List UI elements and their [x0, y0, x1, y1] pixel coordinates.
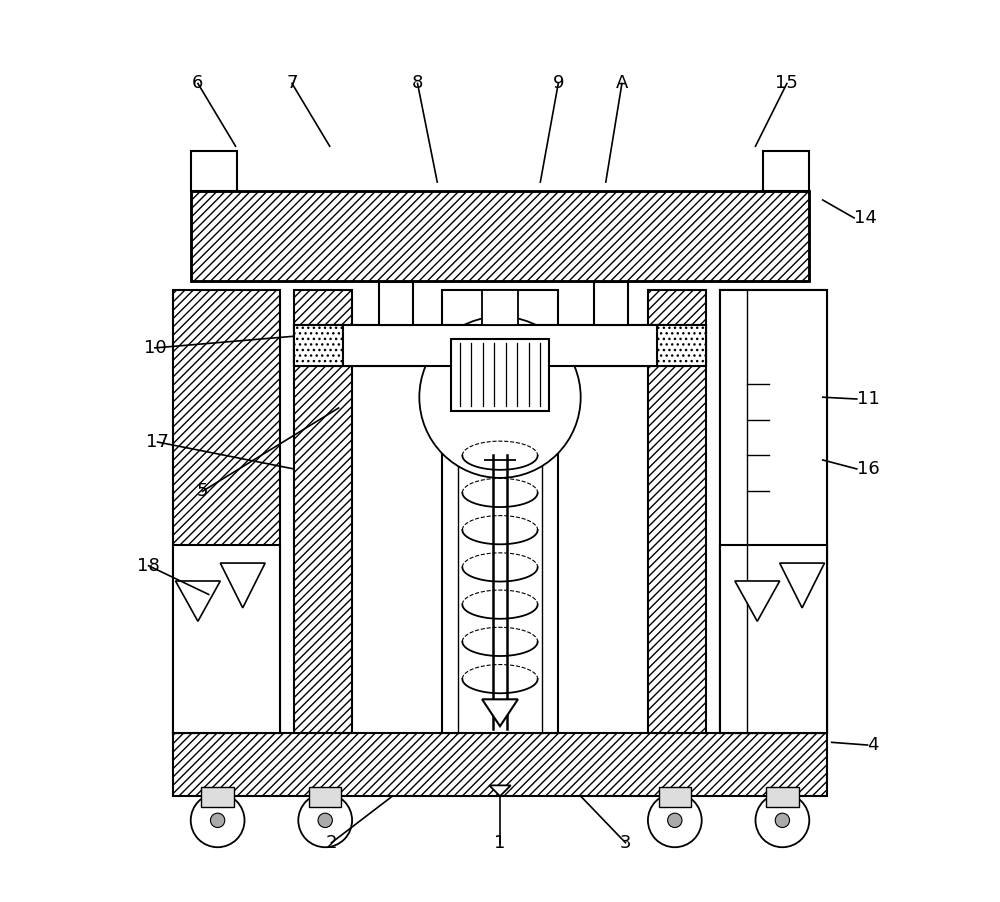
Bar [379, 282, 413, 326]
Circle shape [318, 814, 332, 827]
Text: 3: 3 [620, 833, 631, 851]
Text: 6: 6 [192, 75, 204, 93]
Bar [442, 290, 558, 733]
Bar [191, 191, 809, 281]
Text: 7: 7 [286, 75, 298, 93]
Polygon shape [482, 699, 518, 726]
Text: 18: 18 [137, 557, 160, 575]
Bar [594, 262, 628, 282]
Bar [294, 326, 343, 366]
Bar [720, 290, 827, 733]
Bar [191, 151, 237, 191]
Bar [648, 290, 706, 733]
Polygon shape [220, 563, 265, 608]
Circle shape [648, 794, 702, 847]
Text: 8: 8 [412, 75, 423, 93]
Bar [191, 191, 809, 281]
Bar [763, 151, 809, 191]
Text: A: A [616, 75, 628, 93]
Text: 16: 16 [857, 460, 880, 478]
Bar [173, 733, 827, 796]
Circle shape [191, 794, 245, 847]
Bar [482, 290, 518, 326]
Circle shape [755, 794, 809, 847]
Bar [173, 545, 280, 733]
Bar [659, 787, 691, 807]
Bar [451, 339, 549, 410]
Bar [720, 545, 827, 733]
Polygon shape [780, 563, 825, 608]
Text: 17: 17 [146, 433, 169, 451]
Text: 1: 1 [494, 833, 506, 851]
Text: 5: 5 [197, 483, 208, 501]
Polygon shape [735, 581, 780, 621]
Text: 14: 14 [854, 209, 877, 227]
Text: 10: 10 [144, 339, 166, 357]
Bar [379, 262, 413, 282]
Bar [594, 282, 628, 326]
Text: 9: 9 [553, 75, 564, 93]
Bar [294, 326, 706, 366]
Bar [720, 290, 827, 733]
Bar [766, 787, 799, 807]
Text: 15: 15 [775, 75, 798, 93]
Circle shape [298, 794, 352, 847]
Text: 11: 11 [857, 390, 880, 408]
Bar [657, 326, 706, 366]
Circle shape [775, 814, 790, 827]
Bar [343, 326, 657, 366]
Bar [173, 290, 280, 733]
Bar [201, 787, 234, 807]
Circle shape [419, 317, 581, 478]
Text: 2: 2 [326, 833, 337, 851]
Polygon shape [489, 786, 511, 796]
Text: 4: 4 [868, 736, 879, 754]
Circle shape [668, 814, 682, 827]
Polygon shape [175, 581, 220, 621]
Circle shape [210, 814, 225, 827]
Bar [309, 787, 341, 807]
Bar [294, 290, 352, 733]
